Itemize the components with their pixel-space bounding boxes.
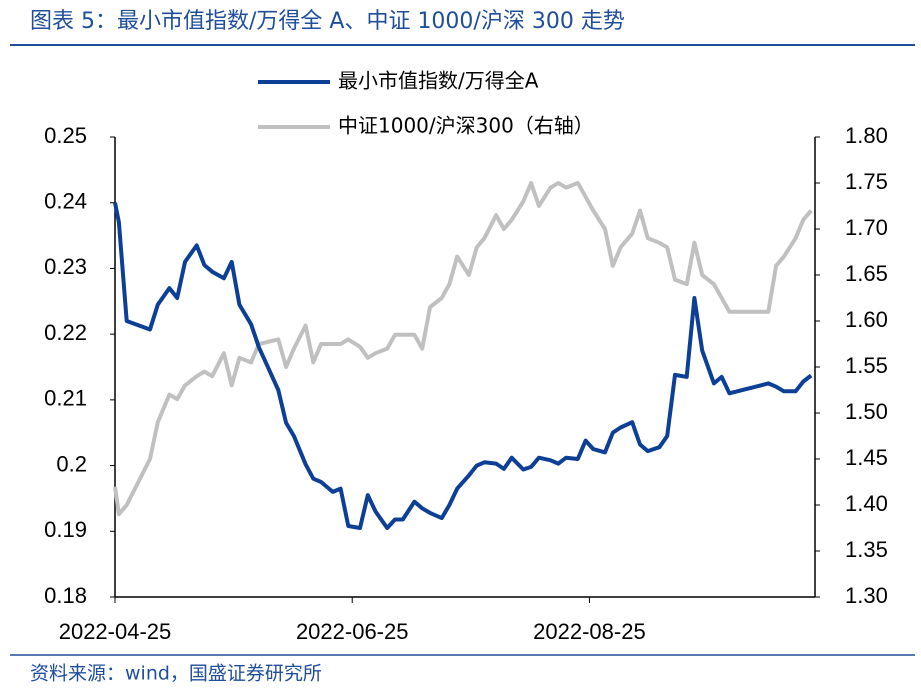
y2-tick-label: 1.70 (845, 215, 888, 240)
y-tick-label: 0.24 (44, 189, 87, 214)
x-tick-label: 2022-08-25 (533, 619, 646, 644)
y2-tick-label: 1.30 (845, 583, 888, 608)
x-tick-label: 2022-06-25 (296, 619, 409, 644)
y-tick-label: 0.19 (44, 517, 87, 542)
y-tick-label: 0.25 (44, 123, 87, 148)
x-tick-label: 2022-04-25 (59, 619, 172, 644)
source-note: 资料来源：wind，国盛证券研究所 (30, 663, 322, 685)
y-tick-label: 0.18 (44, 583, 87, 608)
legend-label: 最小市值指数/万得全A (338, 69, 539, 93)
y2-tick-label: 1.50 (845, 399, 888, 424)
series-line (113, 181, 813, 517)
y2-tick-label: 1.75 (845, 169, 888, 194)
chart-title: 图表 5：最小市值指数/万得全 A、中证 1000/沪深 300 走势 (30, 9, 625, 34)
y2-tick-label: 1.35 (845, 537, 888, 562)
y2-tick-label: 1.55 (845, 353, 888, 378)
y-tick-label: 0.21 (44, 386, 87, 411)
y-tick-label: 0.23 (44, 254, 87, 279)
y-tick-label: 0.22 (44, 320, 87, 345)
series-line (113, 202, 813, 530)
y2-tick-label: 1.45 (845, 445, 888, 470)
y2-tick-label: 1.80 (845, 123, 888, 148)
y2-tick-label: 1.60 (845, 307, 888, 332)
y2-tick-label: 1.40 (845, 491, 888, 516)
legend-label: 中证1000/沪深300（右轴） (338, 114, 594, 138)
y-tick-label: 0.2 (56, 451, 87, 476)
y2-tick-label: 1.65 (845, 261, 888, 286)
